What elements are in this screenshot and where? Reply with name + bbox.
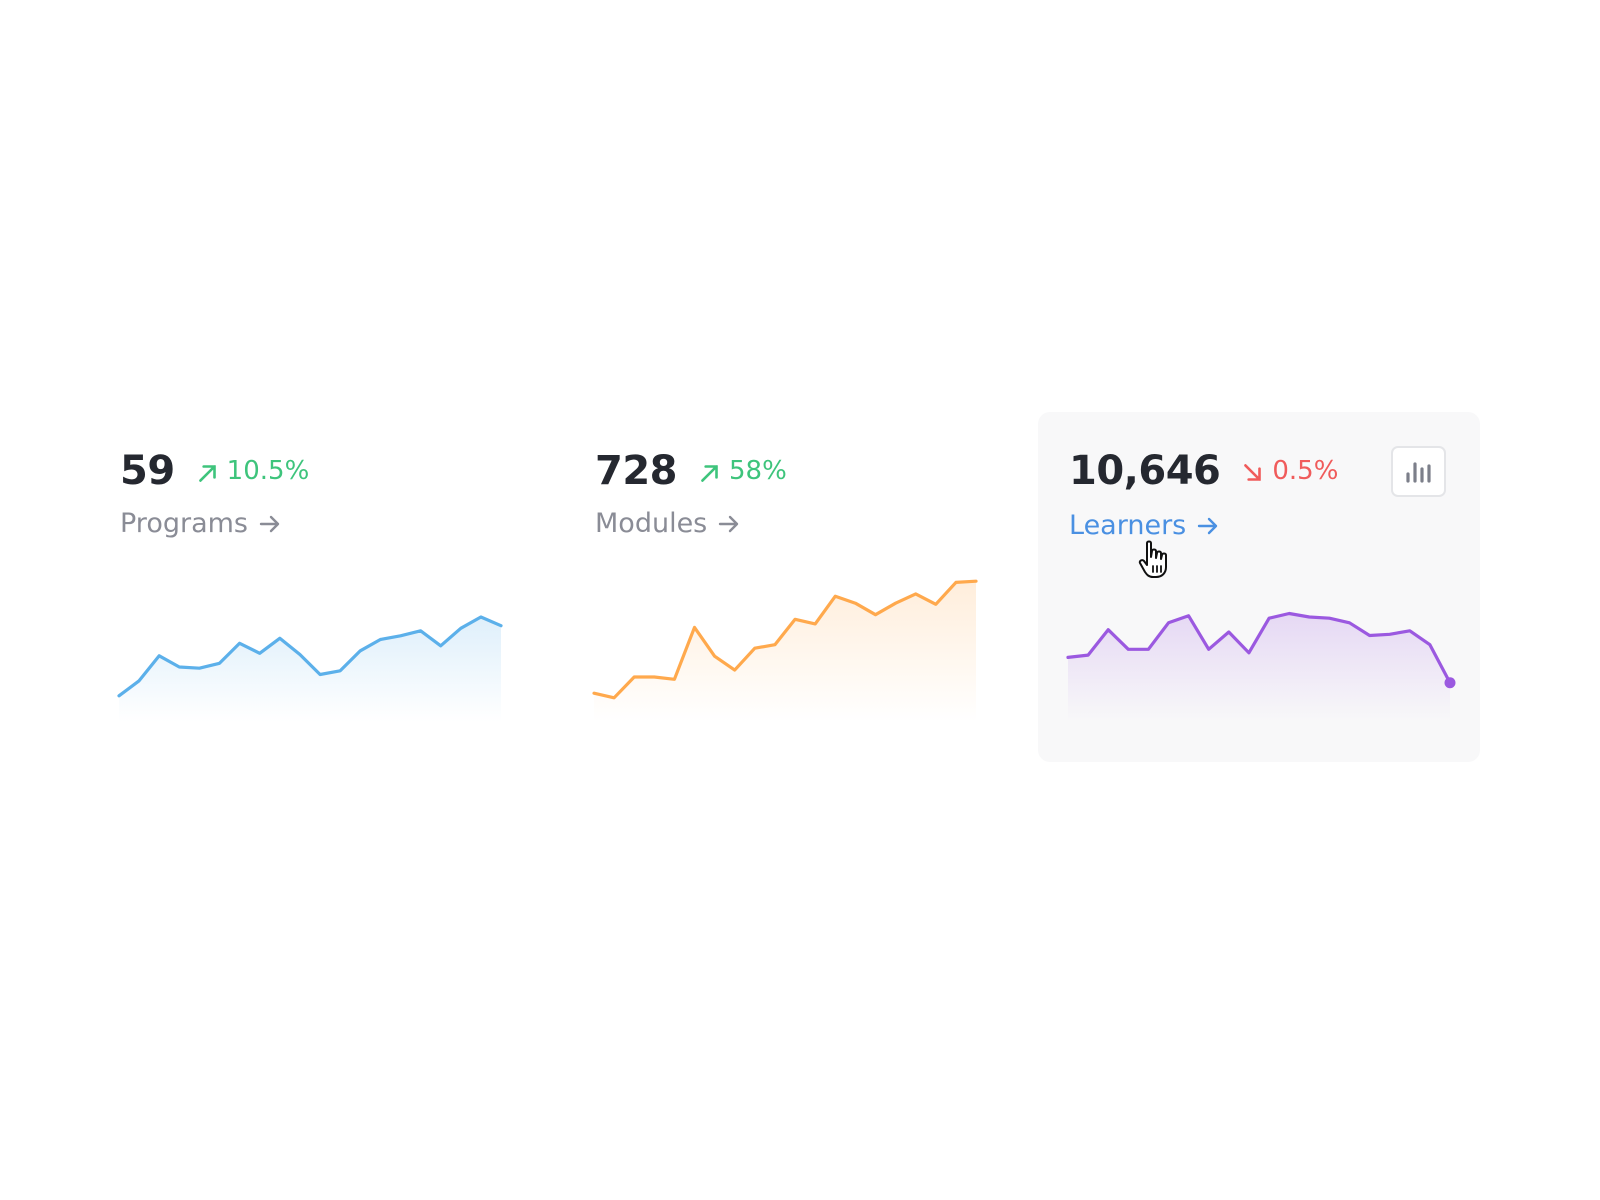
modules-link[interactable]: Modules: [595, 508, 741, 539]
sparkline-area: [1068, 613, 1450, 722]
arrow-right-icon: [1198, 517, 1218, 534]
stat-card-programs[interactable]: 59 10.5% Programs: [89, 412, 531, 762]
link-label: Modules: [595, 508, 708, 539]
metric-row: 10,646 0.5%: [1069, 448, 1338, 494]
trend-badge: 10.5%: [195, 456, 310, 486]
view-chart-button[interactable]: [1391, 446, 1446, 497]
delta-value: 10.5%: [226, 456, 310, 486]
trend-badge: 0.5%: [1240, 456, 1338, 486]
learners-link[interactable]: Learners: [1069, 510, 1220, 541]
metric-row: 728 58%: [595, 448, 787, 494]
arrow-up-right-icon: [198, 465, 216, 482]
link-label: Programs: [120, 508, 248, 539]
sparkline-line: [1066, 611, 1452, 685]
delta-value: 58%: [729, 456, 787, 486]
arrow-up-right-icon: [701, 465, 718, 482]
sparkline-line: [117, 615, 503, 698]
stat-card-modules[interactable]: 728 58% Modules: [564, 412, 1006, 762]
metric-value: 59: [120, 448, 175, 494]
sparkline-area: [594, 581, 976, 722]
link-label: Learners: [1069, 510, 1187, 541]
metric-row: 59 10.5%: [120, 448, 309, 494]
sparkline-chart: [1066, 611, 1456, 722]
sparkline-chart: [592, 579, 978, 722]
programs-link[interactable]: Programs: [120, 508, 282, 539]
arrow-right-icon: [719, 515, 739, 532]
sparkline-line: [592, 579, 978, 700]
arrow-down-right-icon: [1244, 464, 1262, 481]
metric-value: 10,646: [1069, 448, 1221, 494]
metric-value: 728: [595, 448, 678, 494]
sparkline-area: [119, 617, 501, 722]
arrow-right-icon: [259, 515, 280, 532]
sparkline-chart: [117, 615, 503, 722]
stat-card-learners[interactable]: 10,646 0.5% Learners: [1038, 412, 1480, 762]
trend-badge: 58%: [697, 456, 787, 486]
delta-value: 0.5%: [1272, 456, 1339, 486]
sparkline-endpoint-marker: [1444, 677, 1456, 689]
bar-chart-icon: [1405, 461, 1431, 483]
hand-pointer-icon: [1138, 540, 1167, 578]
